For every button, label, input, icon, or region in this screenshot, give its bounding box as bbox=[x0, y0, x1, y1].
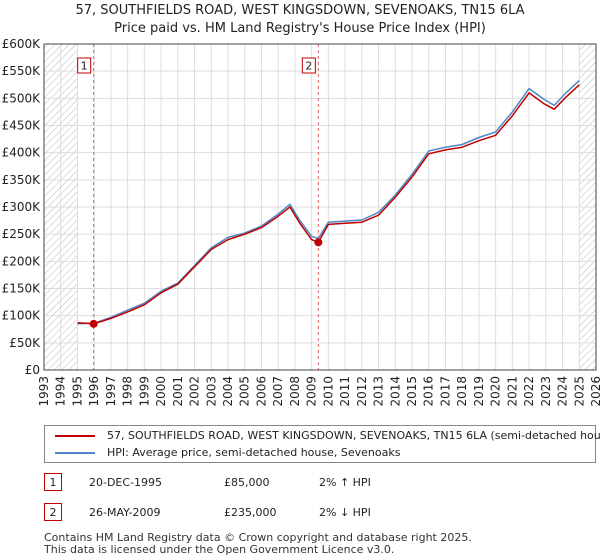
legend-item-property: 57, SOUTHFIELDS ROAD, WEST KINGSDOWN, SE… bbox=[55, 428, 600, 444]
transaction-date: 20-DEC-1995 bbox=[89, 476, 163, 489]
footer: Contains HM Land Registry data © Crown c… bbox=[44, 532, 472, 556]
x-tick-label: 2008 bbox=[288, 376, 302, 407]
x-tick-label: 2018 bbox=[455, 376, 469, 407]
sale-marker-label: 1 bbox=[81, 60, 88, 73]
x-tick-label: 2001 bbox=[171, 376, 185, 407]
series-line-property bbox=[77, 84, 580, 325]
y-tick-label: £500K bbox=[2, 91, 42, 105]
x-tick-label: 2022 bbox=[522, 376, 536, 407]
transaction-date: 26-MAY-2009 bbox=[89, 506, 161, 519]
y-tick-label: £350K bbox=[2, 173, 42, 187]
chart-title: 57, SOUTHFIELDS ROAD, WEST KINGSDOWN, SE… bbox=[75, 3, 525, 18]
x-tick-label: 1996 bbox=[87, 376, 101, 407]
x-tick-label: 2019 bbox=[472, 376, 486, 407]
x-tick-label: 2010 bbox=[321, 376, 335, 407]
y-tick-label: £0 bbox=[25, 363, 40, 377]
x-tick-label: 2026 bbox=[589, 376, 600, 407]
x-tick-label: 2023 bbox=[539, 376, 553, 407]
x-tick-label: 2006 bbox=[254, 376, 268, 407]
x-tick-label: 2000 bbox=[154, 376, 168, 407]
x-tick-label: 2009 bbox=[305, 376, 319, 407]
x-tick-label: 2005 bbox=[238, 376, 252, 407]
x-tick-label: 2007 bbox=[271, 376, 285, 407]
x-tick-label: 2013 bbox=[372, 376, 386, 407]
y-tick-label: £50K bbox=[9, 336, 41, 350]
legend-swatch-blue bbox=[55, 452, 95, 454]
y-tick-label: £450K bbox=[2, 119, 42, 133]
y-tick-label: £200K bbox=[2, 254, 42, 268]
sale-marker-label: 2 bbox=[305, 60, 312, 73]
x-tick-label: 1999 bbox=[137, 376, 151, 407]
series-line-hpi bbox=[77, 79, 580, 325]
x-tick-label: 2012 bbox=[355, 376, 369, 407]
transaction-number-badge: 1 bbox=[44, 473, 62, 491]
x-tick-label: 2024 bbox=[556, 376, 570, 407]
x-tick-label: 1998 bbox=[121, 376, 135, 407]
sale-marker-box bbox=[77, 57, 92, 74]
transaction-hpi-diff: 2% ↑ HPI bbox=[319, 476, 371, 489]
x-tick-label: 2004 bbox=[221, 376, 235, 407]
plot-frame bbox=[43, 43, 597, 371]
x-tick-label: 2002 bbox=[188, 376, 202, 407]
sale-point bbox=[314, 238, 323, 247]
legend: 57, SOUTHFIELDS ROAD, WEST KINGSDOWN, SE… bbox=[44, 425, 600, 463]
y-tick-label: £550K bbox=[2, 64, 42, 78]
legend-label-property: 57, SOUTHFIELDS ROAD, WEST KINGSDOWN, SE… bbox=[107, 429, 600, 442]
y-tick-label: £150K bbox=[2, 282, 42, 296]
x-tick-label: 2003 bbox=[204, 376, 218, 407]
chart-subtitle: Price paid vs. HM Land Registry's House … bbox=[114, 21, 486, 36]
y-tick-label: £250K bbox=[2, 227, 42, 241]
x-tick-label: 2020 bbox=[489, 376, 503, 407]
transaction-number-badge: 2 bbox=[44, 503, 62, 521]
chart-area: 1 2 £0 £50K £100K £150K £200K £250K £300K £350K £… bbox=[2, 37, 600, 407]
y-tick-label: £100K bbox=[2, 309, 42, 323]
transaction-price: £85,000 bbox=[224, 476, 270, 489]
x-tick-label: 2021 bbox=[505, 376, 519, 407]
x-tick-label: 2017 bbox=[438, 376, 452, 407]
sale-marker-box bbox=[301, 57, 316, 74]
x-tick-label: 1993 bbox=[37, 376, 51, 407]
footer-license: This data is licensed under the Open Gov… bbox=[44, 543, 395, 556]
legend-swatch-red bbox=[55, 435, 95, 437]
transaction-price: £235,000 bbox=[224, 506, 277, 519]
x-tick-label: 2011 bbox=[338, 376, 352, 407]
x-tick-label: 2025 bbox=[572, 376, 586, 407]
x-tick-label: 1997 bbox=[104, 376, 118, 407]
legend-item-hpi: HPI: Average price, semi-detached house,… bbox=[55, 445, 400, 461]
y-tick-label: £400K bbox=[2, 146, 42, 160]
legend-label-hpi: HPI: Average price, semi-detached house,… bbox=[107, 446, 401, 459]
y-tick-label: £300K bbox=[2, 200, 42, 214]
x-tick-label: 1994 bbox=[54, 376, 68, 407]
y-tick-label: £600K bbox=[2, 37, 42, 51]
x-tick-label: 2016 bbox=[422, 376, 436, 407]
x-tick-label: 2014 bbox=[388, 376, 402, 407]
sale-point bbox=[89, 319, 98, 328]
x-tick-label: 2015 bbox=[405, 376, 419, 407]
transaction-hpi-diff: 2% ↓ HPI bbox=[319, 506, 371, 519]
x-tick-label: 1995 bbox=[70, 376, 84, 407]
footer-copyright: Contains HM Land Registry data © Crown c… bbox=[44, 531, 472, 544]
